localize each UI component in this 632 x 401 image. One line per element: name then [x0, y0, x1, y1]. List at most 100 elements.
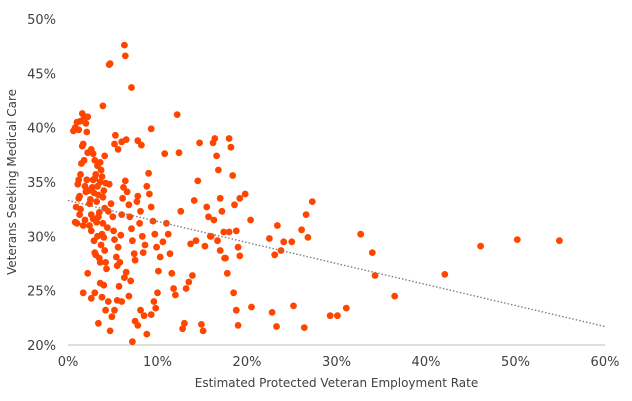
data-point [266, 235, 273, 242]
data-point [121, 52, 129, 60]
data-point [106, 60, 114, 67]
data-point [274, 222, 281, 229]
data-point [308, 198, 316, 206]
data-point [216, 247, 224, 254]
data-point [271, 251, 279, 259]
data-point [77, 205, 84, 213]
data-point [75, 126, 83, 134]
data-point [161, 150, 169, 158]
data-point [302, 211, 310, 219]
data-point [101, 247, 109, 254]
data-point [172, 291, 179, 299]
data-point [105, 180, 113, 188]
data-point [134, 192, 142, 200]
y-axis-tick-labels: 20% 25% 30% 35% 40% 45% 50% [27, 13, 56, 354]
data-point [121, 41, 128, 49]
data-point [138, 141, 145, 149]
data-point [115, 282, 123, 290]
data-point [207, 232, 215, 240]
data-point [103, 265, 110, 273]
data-point [79, 140, 87, 148]
data-point [234, 322, 242, 329]
data-point [210, 216, 218, 224]
data-point [268, 309, 276, 316]
data-point [513, 236, 521, 244]
y-tick-label: 30% [27, 230, 56, 245]
y-axis-title: Veterans Seeking Medical Care [5, 89, 19, 275]
data-point [84, 269, 92, 277]
data-point [109, 213, 117, 221]
data-point [122, 136, 130, 144]
data-point [96, 259, 104, 266]
data-point [213, 152, 221, 160]
y-tick-label: 35% [27, 176, 56, 191]
data-point [211, 135, 219, 142]
x-tick-label: 20% [233, 355, 262, 370]
data-point [95, 213, 102, 221]
data-point [198, 321, 205, 328]
data-point [125, 292, 133, 300]
data-point [111, 236, 118, 244]
data-point [187, 240, 195, 248]
data-point [181, 319, 188, 327]
data-point [234, 243, 242, 251]
data-point [84, 113, 92, 121]
data-point [83, 176, 91, 184]
data-point [121, 177, 129, 185]
data-point [114, 243, 122, 251]
data-point [146, 190, 153, 198]
data-point [326, 312, 334, 320]
data-point [93, 198, 100, 206]
data-point [216, 194, 224, 202]
data-point [156, 253, 164, 261]
data-point [155, 267, 162, 275]
data-point [93, 218, 100, 226]
trendline [67, 199, 606, 328]
data-point [143, 330, 151, 338]
data-point [112, 253, 120, 261]
data-point [87, 196, 94, 203]
data-point [441, 271, 449, 278]
data-point [192, 237, 200, 245]
data-point [241, 190, 249, 198]
data-point [99, 193, 107, 201]
data-point [117, 231, 125, 239]
data-point [164, 230, 172, 238]
data-point [153, 243, 161, 251]
data-point [111, 140, 118, 148]
data-point [225, 135, 233, 142]
data-point [290, 302, 297, 310]
data-point [223, 269, 231, 277]
data-point [232, 306, 240, 314]
data-point [131, 256, 139, 264]
data-point [95, 319, 102, 327]
data-point [143, 182, 151, 190]
data-point [194, 177, 202, 185]
data-point [371, 272, 379, 279]
data-point [87, 227, 95, 235]
x-tick-label: 40% [412, 355, 441, 370]
x-axis-title: Estimated Protected Veteran Employment R… [195, 376, 479, 390]
data-point [123, 188, 131, 196]
data-point [121, 274, 128, 281]
data-point [110, 227, 117, 235]
data-point [140, 312, 148, 320]
data-point [75, 194, 83, 202]
data-point [225, 228, 233, 236]
data-point [98, 293, 106, 301]
data-point [122, 268, 130, 276]
data-point [79, 222, 87, 229]
data-point [104, 224, 111, 232]
data-point [145, 169, 153, 177]
data-point [170, 285, 178, 292]
data-point [80, 156, 88, 164]
data-point [106, 327, 114, 335]
data-point [185, 278, 193, 286]
data-point [248, 303, 255, 311]
data-point [229, 172, 237, 179]
data-point [125, 201, 133, 209]
data-point [149, 217, 157, 225]
data-point [91, 289, 99, 297]
data-point [134, 322, 142, 329]
